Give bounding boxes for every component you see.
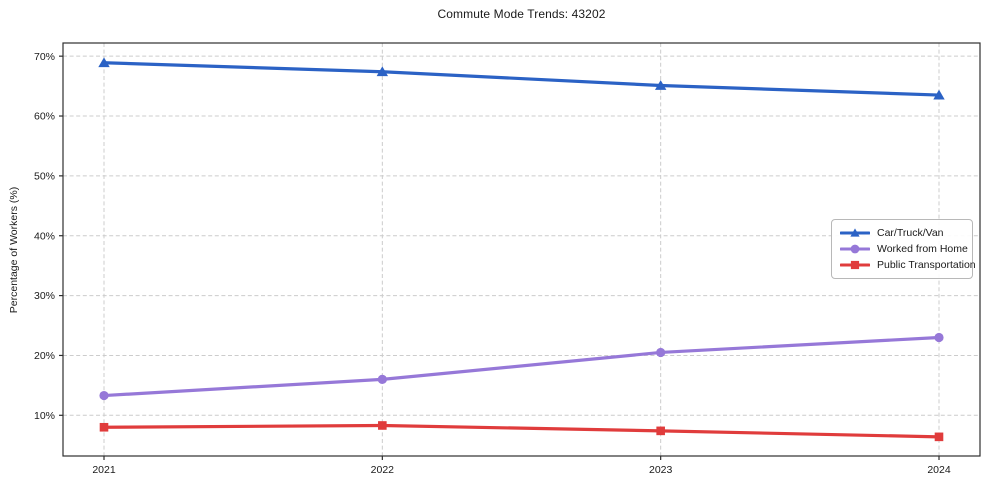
circle-marker (656, 347, 666, 358)
plot-border (62, 42, 981, 457)
legend-entry: Public Transportation (840, 258, 976, 272)
triangle-marker (654, 80, 667, 90)
legend: Car/Truck/Van Worked from Home Public Tran… (831, 219, 976, 279)
y-tick-label: 40% (34, 230, 55, 242)
legend-entry: Car/Truck/Van (840, 226, 963, 240)
triangle-marker (850, 228, 860, 237)
x-tick-label: 2024 (927, 464, 951, 476)
square-marker (99, 422, 109, 432)
series-line (102, 423, 941, 439)
y-tick-label: 50% (34, 170, 55, 182)
legend-label: Public Transportation (877, 259, 976, 271)
x-tick-label: 2022 (371, 464, 395, 476)
x-tick-label: 2023 (649, 464, 673, 476)
legend-entry: Worked from Home (840, 242, 968, 256)
circle-marker (377, 374, 387, 384)
series-line (102, 335, 941, 398)
square-marker (378, 421, 387, 430)
square-marker (850, 260, 860, 270)
triangle-marker (376, 66, 389, 77)
plot-background (63, 43, 980, 456)
y-tick-label: 20% (34, 350, 55, 362)
series-line (102, 61, 941, 97)
x-tick-label: 2021 (92, 464, 116, 476)
circle-marker (850, 244, 860, 254)
legend-square-swatch-icon (840, 260, 870, 270)
y-tick-label: 70% (34, 51, 55, 63)
legend-triangle-swatch-icon (840, 228, 870, 237)
circle-marker (99, 390, 109, 401)
triangle-marker (98, 57, 110, 68)
chart-title: Commute Mode Trends: 43202 (437, 7, 606, 21)
square-marker (934, 432, 944, 442)
y-tick-label: 30% (34, 290, 55, 302)
legend-label: Car/Truck/Van (877, 227, 944, 239)
y-tick-label: 60% (34, 111, 55, 123)
y-tick-label: 10% (34, 410, 55, 422)
circle-marker (934, 332, 944, 343)
triangle-marker (933, 89, 945, 100)
legend-label: Worked from Home (877, 243, 968, 255)
square-marker (656, 426, 665, 436)
legend-circle-swatch-icon (840, 244, 870, 254)
